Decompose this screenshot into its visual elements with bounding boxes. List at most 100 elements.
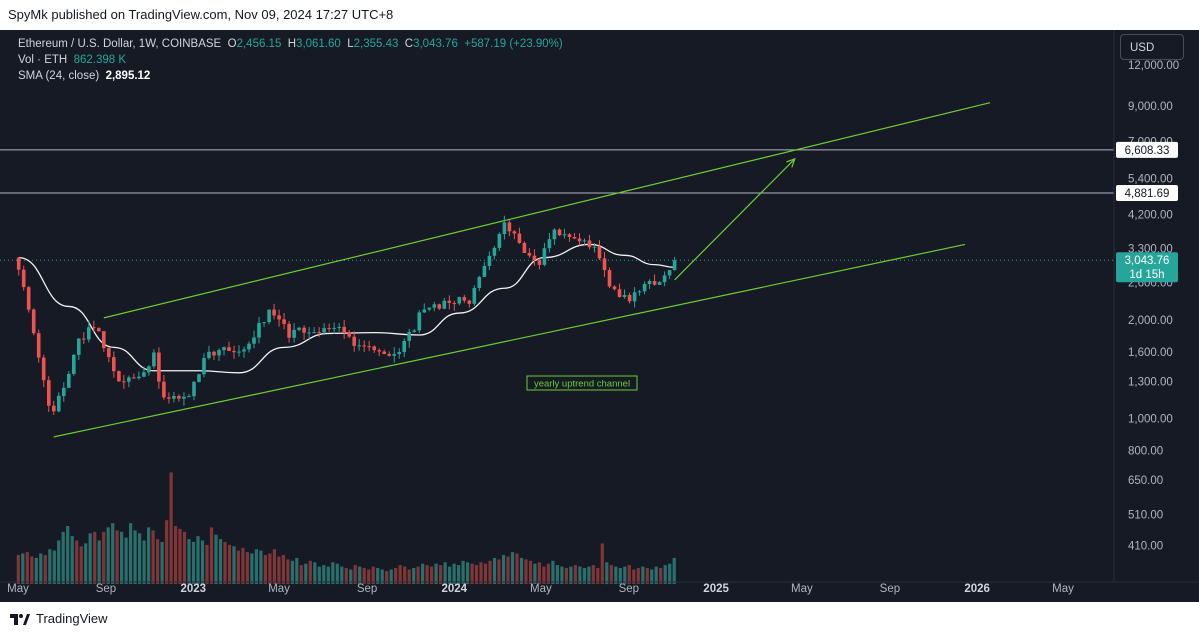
volume-bar [299, 565, 303, 584]
volume-bar [668, 563, 672, 584]
time-tick-label: Sep [357, 583, 377, 595]
volume-bar [466, 562, 470, 585]
candle-body [172, 396, 176, 399]
volume-bar [614, 566, 618, 584]
open-label: O [227, 38, 237, 50]
candle-body [21, 269, 26, 288]
volume-bar [591, 565, 595, 584]
volume-bar [587, 566, 591, 584]
candle-body [52, 405, 56, 412]
volume-bar [457, 565, 461, 584]
volume-bar [394, 568, 398, 584]
volume-bar [659, 568, 663, 584]
candle-body [427, 307, 432, 310]
candle-body [62, 387, 66, 396]
candle-body [647, 281, 652, 284]
candle-body [552, 229, 557, 240]
volume-bar [322, 565, 326, 584]
volume-bar [277, 556, 281, 585]
candle-body [277, 315, 281, 320]
candle-body [317, 332, 321, 334]
time-tick-label: May [530, 583, 552, 595]
candle-body [187, 396, 191, 398]
volume-bar [609, 565, 613, 584]
candle-body [87, 327, 91, 340]
low-label: L [347, 38, 354, 50]
tradingview-brand: TradingView [36, 611, 108, 626]
candle-body [26, 287, 31, 310]
time-tick-label: Sep [96, 583, 116, 595]
time-tick-label: May [791, 583, 813, 595]
volume-bar [353, 565, 357, 584]
candle-body [292, 329, 296, 338]
candle-body [607, 270, 612, 287]
volume-bar [672, 557, 676, 584]
candle-body [302, 327, 306, 333]
candle-body [477, 276, 482, 288]
volume-bar [120, 531, 124, 584]
channel-lower-line [53, 243, 966, 438]
volume-bar [461, 560, 465, 584]
volume-bar [165, 520, 169, 584]
volume-bar [66, 526, 70, 584]
volume-bar [452, 563, 456, 584]
volume-bar [209, 527, 214, 584]
volume-bar [111, 523, 115, 584]
candle-body [212, 351, 216, 356]
volume-bar [133, 530, 137, 584]
low-value: 2,355.43 [353, 38, 399, 50]
candle-body [127, 377, 131, 382]
volume-bar [506, 556, 510, 585]
volume-bar [124, 537, 128, 584]
volume-bars [16, 472, 676, 585]
volume-bar [142, 540, 146, 584]
candle-body [117, 371, 121, 382]
chart-area[interactable]: yearly uptrend channel 12,000.00 9,000.00… [0, 30, 1199, 602]
candle-body [72, 354, 76, 374]
volume-bar [34, 557, 38, 584]
volume-bar [376, 568, 380, 584]
currency-button[interactable]: USD [1120, 34, 1184, 60]
price-chart[interactable]: yearly uptrend channel 12,000.00 9,000.00… [0, 30, 1199, 602]
candle-body [337, 326, 341, 328]
uptrend-channel: yearly uptrend channel [53, 102, 991, 438]
volume-bar [551, 560, 555, 584]
candle-body [322, 328, 326, 333]
volume-bar [295, 557, 299, 584]
candle-body [157, 352, 161, 382]
candle-body [97, 328, 101, 332]
volume-bar [434, 563, 438, 584]
candle-body [31, 309, 36, 334]
candle-body [282, 319, 286, 324]
volume-bar [250, 553, 254, 584]
horizontal-levels [0, 149, 1114, 261]
projection-arrow-head [786, 157, 796, 168]
sma-line [18, 243, 675, 374]
candle-body [222, 347, 226, 351]
volume-bar [600, 543, 604, 584]
candle-body [662, 275, 667, 283]
high-label: H [287, 38, 297, 50]
candle-body [312, 332, 316, 334]
volume-bar [187, 539, 191, 585]
channel-annotation: yearly uptrend channel [526, 375, 638, 391]
tradingview-logo[interactable]: TradingView [10, 611, 108, 626]
candle-body [627, 295, 632, 302]
volume-bar [331, 562, 335, 585]
time-tick-label: May [7, 583, 29, 595]
volume-bar [605, 562, 609, 585]
tradingview-logo-icon [10, 613, 30, 625]
volume-bar [519, 557, 524, 584]
volume-bar [439, 565, 443, 584]
candle-body [307, 332, 311, 334]
candle-body [562, 234, 567, 236]
candle-body [482, 265, 487, 277]
volume-bar [43, 555, 47, 584]
candle-body [242, 349, 246, 352]
candle-body [547, 239, 552, 249]
volume-bar [236, 550, 240, 584]
volume-bar [16, 555, 20, 584]
candle-body [522, 242, 527, 253]
volume-bar [48, 549, 52, 584]
candle-body [612, 286, 617, 290]
